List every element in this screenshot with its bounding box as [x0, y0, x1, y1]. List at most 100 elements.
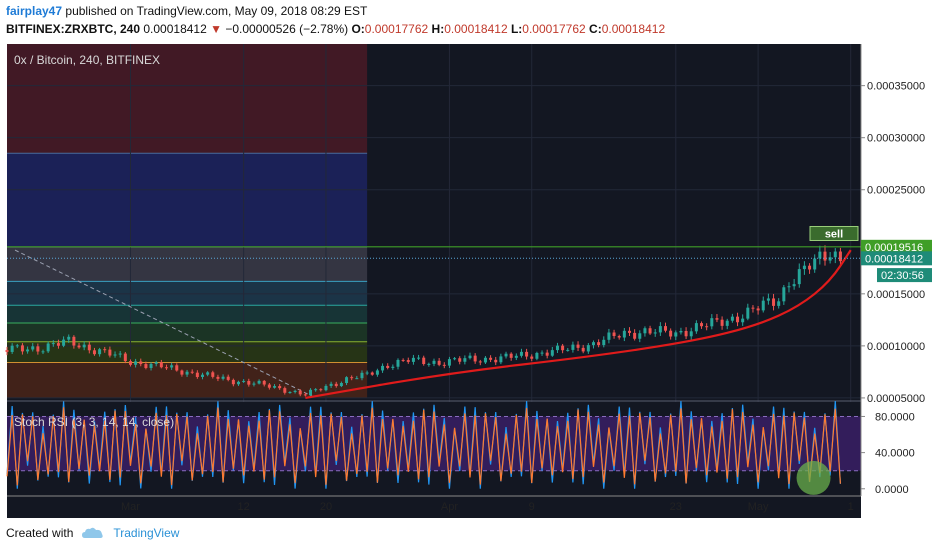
time-axis-tick-label: 23: [670, 501, 682, 513]
candle-body: [231, 379, 235, 385]
candle-body: [200, 374, 204, 377]
created-with-label: Created with: [6, 526, 74, 540]
candle-body: [648, 328, 652, 334]
time-axis-tick-label: Apr: [441, 501, 458, 513]
ohlc-open-value: 0.00017762: [364, 22, 429, 36]
candle-body: [782, 287, 786, 302]
ohlc-close-value: 0.00018412: [601, 22, 666, 36]
candle-body: [15, 345, 19, 347]
published-text: published on TradingView.com, May 09, 20…: [65, 4, 368, 18]
candle-body: [411, 357, 415, 362]
resistance-price-badge-label: 0.00019516: [865, 242, 923, 254]
candle-body: [458, 358, 462, 362]
candle-body: [617, 336, 621, 338]
candle-body: [103, 349, 107, 351]
time-axis-tick-label: Mar: [121, 501, 140, 513]
candle-body: [257, 380, 261, 384]
candle-body: [772, 298, 776, 306]
candle-body: [206, 372, 210, 375]
candle-body: [82, 344, 86, 348]
candle-body: [216, 376, 220, 379]
candle-body: [766, 298, 770, 301]
candle-body: [756, 308, 760, 311]
candle-body: [5, 350, 9, 352]
price-axis[interactable]: 0.00035000 0.00030000 0.00025000 0.00015000…: [860, 44, 932, 496]
candle-body: [375, 370, 379, 375]
candle-body: [190, 371, 194, 373]
candle-body: [293, 390, 297, 393]
stoch-rsi-pane[interactable]: [6, 401, 861, 496]
candle-body: [139, 361, 143, 365]
candle-body: [31, 346, 35, 350]
time-axis-tick-label: 20: [320, 501, 332, 513]
candle-body: [36, 346, 40, 352]
candle-body: [525, 351, 529, 357]
ohlc-high-label: H:: [431, 22, 445, 36]
candle-body: [154, 362, 158, 364]
chart-area[interactable]: sell 0.000350000.000300000.000250000.000…: [0, 40, 932, 518]
candle-body: [62, 339, 66, 346]
candle-body: [571, 344, 575, 350]
candle-body: [427, 363, 431, 365]
author-link[interactable]: fairplay47: [6, 4, 63, 18]
candle-body: [401, 359, 405, 361]
candle-body: [360, 372, 364, 379]
candle-body: [473, 355, 477, 362]
time-axis-tick-label: 9: [529, 501, 535, 513]
countdown-badge: [877, 268, 932, 283]
parabolic-curve: [305, 249, 852, 400]
candle-body: [288, 392, 292, 394]
candle-body: [278, 386, 282, 389]
candle-body: [787, 286, 791, 288]
candle-body: [195, 372, 199, 377]
candle-body: [494, 359, 498, 363]
time-axis[interactable]: Mar 12 20 Apr 9 23 May 1: [7, 495, 861, 513]
candle-body: [453, 358, 457, 360]
candle-body: [10, 345, 14, 352]
candle-body: [226, 376, 230, 380]
tradingview-brand-link[interactable]: TradingView: [113, 526, 180, 540]
candle-body: [324, 385, 328, 391]
main-pane-title: 0x / Bitcoin, 240, BITFINEX: [14, 53, 160, 67]
candle-body: [159, 362, 163, 368]
candle-body: [87, 344, 91, 351]
candle-body: [128, 361, 132, 365]
candle-body: [653, 332, 657, 334]
fib-zone: [7, 281, 368, 306]
candle-body: [417, 357, 421, 359]
candle-body: [504, 353, 508, 357]
candle-body: [432, 360, 436, 364]
candle-body: [622, 330, 626, 338]
candle-body: [365, 372, 369, 374]
candle-body: [797, 269, 801, 285]
candle-body: [355, 378, 359, 380]
candle-body: [319, 389, 323, 391]
candle-series: [5, 245, 842, 397]
candle-body: [108, 349, 112, 356]
candle-body: [705, 326, 709, 328]
candle-body: [329, 383, 333, 386]
rsi-axis-tick-label: 0.0000: [875, 484, 909, 496]
candle-body: [180, 370, 184, 375]
candle-body: [813, 258, 817, 270]
rsi-axis-tick-label: 40.0000: [875, 448, 915, 460]
candle-body: [123, 353, 127, 362]
candle-body: [221, 376, 225, 379]
candle-body: [550, 350, 554, 356]
candle-body: [391, 366, 395, 368]
candle-body: [602, 339, 606, 346]
candle-body: [370, 372, 374, 375]
candle-body: [674, 332, 678, 337]
candle-body: [242, 380, 246, 382]
candle-body: [499, 356, 503, 363]
candle-body: [535, 352, 539, 359]
candle-body: [612, 332, 616, 337]
candle-body: [694, 323, 698, 332]
publish-line: fairplay47 published on TradingView.com,…: [6, 4, 367, 18]
candle-body: [741, 318, 745, 323]
candle-body: [170, 365, 174, 368]
candle-body: [519, 351, 523, 356]
candle-body: [267, 384, 271, 388]
sell-label-box: [809, 225, 859, 241]
stoch-rsi-title: Stoch RSI (3, 3, 14, 14, close): [14, 415, 174, 429]
